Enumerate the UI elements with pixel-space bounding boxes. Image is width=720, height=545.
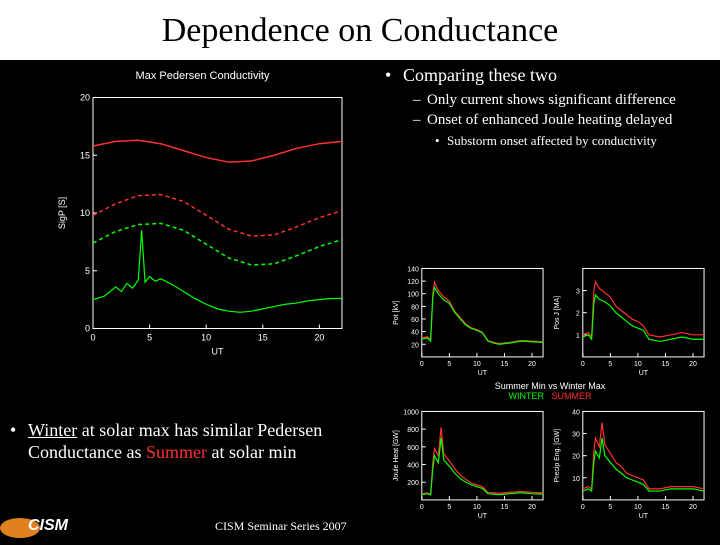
svg-text:400: 400 <box>407 463 419 470</box>
slide-title: Dependence on Conductance <box>0 0 720 60</box>
svg-text:120: 120 <box>407 279 419 286</box>
bullet-current-diff: Only current shows significant differenc… <box>385 92 715 109</box>
svg-text:40: 40 <box>572 410 580 417</box>
svg-text:5: 5 <box>608 504 612 511</box>
legend-summer: SUMMER <box>552 391 592 401</box>
summer-word: Summer <box>146 442 207 462</box>
svg-text:Pos J [MA]: Pos J [MA] <box>554 296 561 330</box>
svg-text:0: 0 <box>581 504 585 511</box>
chart-precip: 0 5 10 15 20 10 20 30 40 UT Precip Eng. [GW] <box>551 403 710 522</box>
main-chart: Max Pedersen Conductivity 0 5 10 15 20 0 5 10 15… <box>55 70 350 350</box>
small-charts-grid: 0510152020406080100120140UTPot [kV] 0510… <box>390 260 710 520</box>
svg-text:600: 600 <box>407 445 419 452</box>
svg-text:10: 10 <box>473 361 481 368</box>
content-area: Max Pedersen Conductivity 05101520051015… <box>0 60 720 540</box>
svg-text:20: 20 <box>411 342 419 349</box>
svg-text:20: 20 <box>528 361 536 368</box>
svg-text:Precip Eng. [GW]: Precip Eng. [GW] <box>554 429 561 483</box>
svg-text:UT: UT <box>639 370 649 377</box>
footer-text: CISM Seminar Series 2007 <box>215 519 347 534</box>
svg-text:20: 20 <box>689 504 697 511</box>
svg-text:Pot [kV]: Pot [kV] <box>393 300 400 324</box>
logo-text: CISM <box>28 517 69 534</box>
svg-text:5: 5 <box>85 266 90 276</box>
svg-text:SigP [S]: SigP [S] <box>57 197 67 229</box>
svg-text:60: 60 <box>411 317 419 324</box>
bullet-joule-delayed: Onset of enhanced Joule heating delayed <box>385 112 715 129</box>
right-bullets: Comparing these two Only current shows s… <box>385 65 715 149</box>
svg-text:0: 0 <box>85 324 90 334</box>
bl-post: at solar min <box>207 442 296 462</box>
svg-text:15: 15 <box>258 333 268 343</box>
svg-text:0: 0 <box>581 361 585 368</box>
bullet-compare: Comparing these two <box>385 65 715 86</box>
chart-posj: 0 5 10 15 20 1 2 3 UT Pos J [MA] <box>551 260 710 379</box>
bullet-substorm: Substorm onset affected by conductivity <box>385 133 715 149</box>
svg-text:80: 80 <box>411 304 419 311</box>
svg-text:20: 20 <box>689 361 697 368</box>
svg-text:UT: UT <box>639 513 649 520</box>
svg-text:0: 0 <box>420 504 424 511</box>
svg-text:5: 5 <box>447 504 451 511</box>
svg-text:140: 140 <box>407 266 419 273</box>
svg-text:3: 3 <box>576 289 580 296</box>
chart-joule: 0 5 10 15 20 200 400 600 800 1000 UT Joule Heat [GW… <box>390 403 549 522</box>
svg-text:0: 0 <box>420 361 424 368</box>
svg-text:5: 5 <box>147 333 152 343</box>
svg-text:40: 40 <box>411 330 419 337</box>
svg-text:5: 5 <box>447 361 451 368</box>
svg-text:20: 20 <box>314 333 324 343</box>
svg-text:30: 30 <box>572 432 580 439</box>
svg-text:20: 20 <box>528 504 536 511</box>
svg-text:200: 200 <box>407 480 419 487</box>
svg-text:Joule Heat [GW]: Joule Heat [GW] <box>393 430 400 481</box>
svg-text:15: 15 <box>662 504 670 511</box>
svg-text:1000: 1000 <box>403 410 419 417</box>
svg-text:10: 10 <box>201 333 211 343</box>
svg-text:10: 10 <box>572 476 580 483</box>
svg-text:UT: UT <box>478 370 488 377</box>
svg-text:1: 1 <box>576 333 580 340</box>
svg-text:UT: UT <box>478 513 488 520</box>
cism-logo: CISM <box>0 506 100 540</box>
main-chart-title: Max Pedersen Conductivity <box>55 70 350 82</box>
svg-text:2: 2 <box>576 311 580 318</box>
svg-text:20: 20 <box>572 454 580 461</box>
main-chart-svg: 0 5 10 15 20 0 5 10 15 20 UT SigP [S] <box>55 84 350 364</box>
svg-text:10: 10 <box>80 208 90 218</box>
svg-text:10: 10 <box>473 504 481 511</box>
winter-word: Winter <box>28 420 77 440</box>
legend-winter: WINTER <box>508 391 544 401</box>
bottom-left-bullet: Winter at solar max has similar Pedersen… <box>10 420 350 469</box>
svg-text:0: 0 <box>90 333 95 343</box>
legend-title: Summer Min vs Winter Max <box>495 381 606 391</box>
svg-text:UT: UT <box>212 347 224 357</box>
svg-text:15: 15 <box>80 150 90 160</box>
svg-text:100: 100 <box>407 292 419 299</box>
svg-text:5: 5 <box>608 361 612 368</box>
svg-text:10: 10 <box>634 504 642 511</box>
svg-text:20: 20 <box>80 93 90 103</box>
svg-text:15: 15 <box>501 504 509 511</box>
svg-text:15: 15 <box>501 361 509 368</box>
svg-text:10: 10 <box>634 361 642 368</box>
svg-text:15: 15 <box>662 361 670 368</box>
small-charts-legend: Summer Min vs Winter Max WINTER SUMMER <box>390 381 710 401</box>
svg-text:800: 800 <box>407 427 419 434</box>
chart-pot: 0 5 10 15 20 20 40 60 80 100 120 140 UT Pot [kV] <box>390 260 549 379</box>
